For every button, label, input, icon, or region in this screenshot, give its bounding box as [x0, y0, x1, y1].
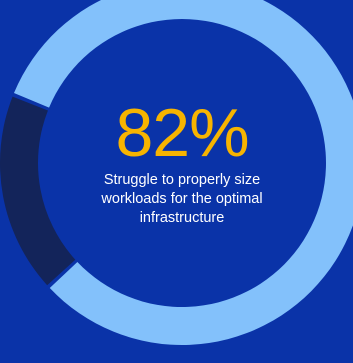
donut-slice-other	[0, 96, 76, 286]
stat-caption: Struggle to properly size workloads for …	[101, 172, 263, 226]
stat-center: 82% Struggle to properly size workloads …	[92, 95, 272, 228]
stat-value: 82%	[115, 95, 249, 171]
